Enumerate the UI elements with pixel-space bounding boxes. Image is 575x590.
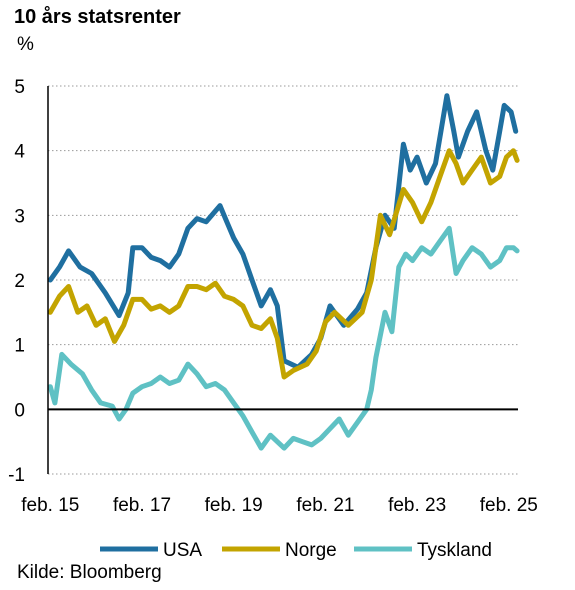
y-tick-label: -1 [8, 465, 25, 486]
legend-label: Norge [285, 540, 337, 561]
axes [47, 86, 518, 474]
x-tick-label: feb. 19 [205, 495, 263, 516]
x-tick-label: feb. 25 [480, 495, 538, 516]
y-tick-labels: -1 0 1 2 3 4 5 [8, 77, 25, 486]
y-tick-label: 0 [14, 400, 25, 421]
y-axis-unit: % [17, 34, 34, 55]
chart-title: 10 års statsrenter [14, 6, 181, 28]
x-tick-label: feb. 21 [296, 495, 354, 516]
legend: USA Norge Tyskland [100, 540, 492, 561]
y-tick-label: 4 [14, 142, 25, 163]
y-tick-label: 1 [14, 336, 25, 357]
series-line-usa [47, 93, 519, 370]
legend-label: Tyskland [417, 540, 492, 561]
x-tick-label: feb. 23 [388, 495, 446, 516]
legend-label: USA [163, 540, 202, 561]
x-tick-label: feb. 15 [21, 495, 79, 516]
series-lines [47, 93, 520, 451]
source-note: Kilde: Bloomberg [17, 562, 162, 583]
y-tick-label: 2 [14, 271, 25, 292]
series-line-norge [47, 148, 520, 380]
y-tick-label: 5 [14, 77, 25, 98]
series-line-tyskland [47, 225, 520, 451]
y-tick-label: 3 [14, 206, 25, 227]
x-tick-labels: feb. 15 feb. 17 feb. 19 feb. 21 feb. 23 feb. … [21, 495, 538, 516]
x-tick-label: feb. 17 [113, 495, 171, 516]
